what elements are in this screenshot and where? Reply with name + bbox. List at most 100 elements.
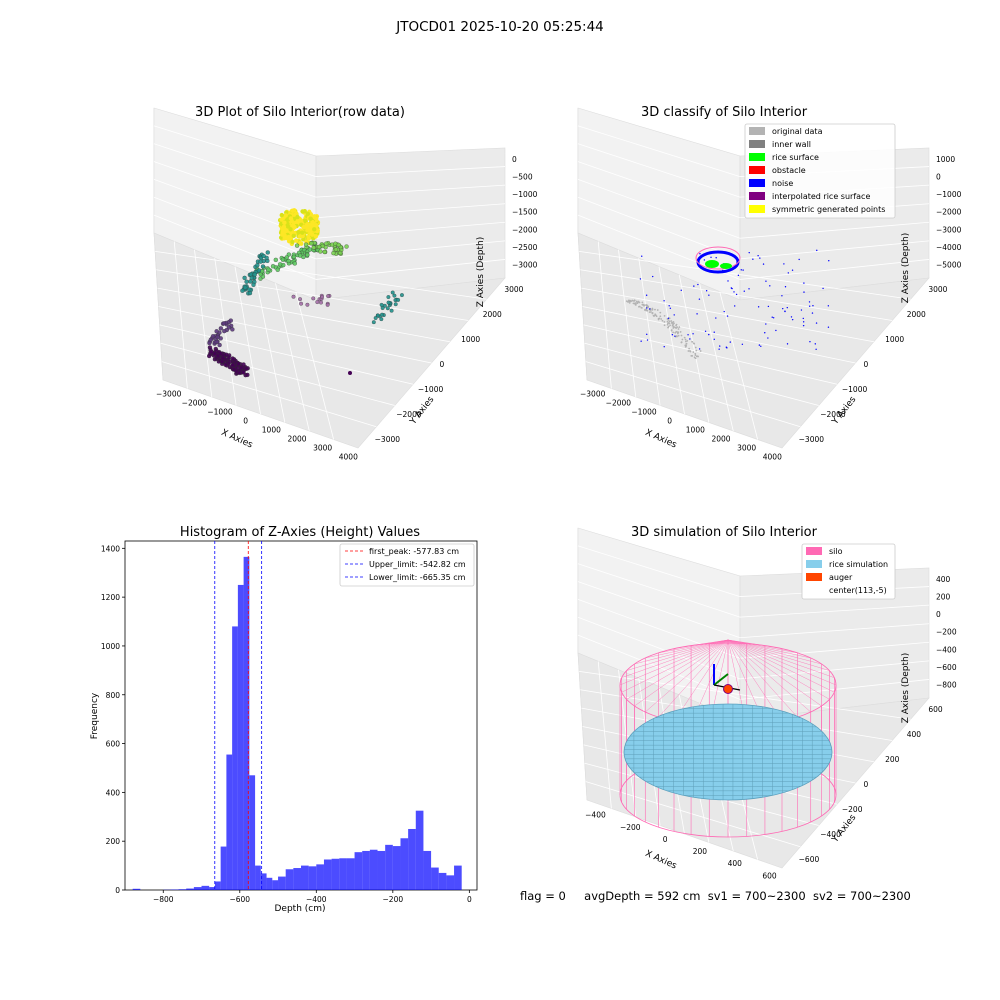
classify-z-tick: −3000 — [936, 225, 962, 234]
raw-point — [386, 300, 391, 305]
panel-raw-data-axes: −3000−2000−100001000200030004000−3000−20… — [153, 107, 538, 461]
raw-z-tick: −500 — [512, 172, 533, 181]
raw-point — [315, 300, 320, 305]
raw-gridline — [159, 324, 414, 385]
original-data-point — [652, 314, 655, 317]
raw-y-tick: 3000 — [504, 285, 523, 294]
noise-point — [729, 341, 732, 343]
raw-gridline — [315, 203, 506, 219]
raw-point — [284, 255, 289, 260]
raw-gridline — [156, 269, 469, 321]
noise-point — [812, 304, 814, 307]
noise-point — [713, 338, 715, 341]
simulation-legend-label: silo — [829, 547, 843, 556]
histogram-bar — [316, 864, 324, 890]
simulation-x-tick: −200 — [620, 823, 641, 832]
panel-classify-zlabel: Z Axies (Depth) — [901, 233, 911, 304]
original-data-point — [663, 320, 666, 323]
noise-point — [639, 278, 642, 280]
histogram-bar — [454, 865, 462, 890]
panel-raw-data-points — [207, 208, 404, 378]
noise-point — [699, 253, 701, 255]
original-data-point — [660, 318, 663, 320]
original-data-point — [663, 314, 666, 317]
rice-surface-patch — [705, 260, 719, 268]
original-data-point — [694, 357, 697, 360]
raw-gridline — [315, 184, 506, 198]
raw-point — [303, 242, 309, 247]
histogram-x-tick: −400 — [306, 895, 327, 904]
raw-gridline — [161, 361, 377, 428]
classify-x-tick: −1000 — [631, 408, 657, 417]
noise-point — [811, 312, 814, 314]
raw-point — [265, 250, 270, 255]
simulation-gridline — [577, 599, 741, 659]
raw-gridline — [254, 274, 286, 423]
noise-point — [704, 330, 707, 333]
raw-x-tick: 1000 — [262, 425, 281, 434]
histogram-legend-frame — [339, 543, 475, 587]
simulation-gridline — [739, 604, 930, 618]
classify-gridline — [579, 250, 911, 300]
noise-point — [802, 324, 805, 327]
raw-point — [299, 301, 304, 306]
noise-point — [703, 259, 706, 261]
silo-roof-wire — [727, 639, 830, 700]
noise-point — [687, 334, 689, 336]
raw-point — [256, 268, 262, 273]
original-data-point — [672, 326, 675, 329]
noise-point — [689, 338, 691, 340]
original-data-point — [643, 304, 645, 307]
raw-z-tick: −2500 — [512, 243, 538, 252]
histogram-y-tick: 0 — [115, 886, 120, 895]
raw-y-tick: −3000 — [375, 435, 401, 444]
histogram-y-tick: 600 — [106, 740, 121, 749]
wall-ring — [695, 246, 741, 270]
original-data-point — [686, 339, 689, 342]
raw-gridline — [153, 196, 317, 260]
classify-x-tick: −3000 — [580, 390, 606, 399]
raw-point — [241, 362, 246, 367]
histogram-axes — [124, 540, 478, 891]
histogram-x-tick: −800 — [153, 895, 174, 904]
raw-point — [223, 362, 228, 367]
noise-point — [808, 305, 811, 307]
noise-point — [725, 346, 728, 348]
histogram-bar — [392, 846, 401, 890]
classify-y-tick: 2000 — [907, 310, 926, 319]
noise-point — [641, 255, 643, 257]
raw-point — [344, 244, 349, 249]
raw-point — [307, 247, 313, 252]
histogram-ylabel: Frequency — [90, 692, 100, 739]
noise-point — [646, 333, 648, 336]
raw-point — [261, 253, 266, 259]
noise-point — [758, 344, 761, 346]
noise-point — [769, 285, 771, 287]
silo-roof-wire — [727, 639, 835, 693]
simulation-z-tick: −400 — [936, 645, 957, 654]
simulation-x-tick: −400 — [585, 811, 606, 820]
noise-point — [731, 287, 733, 290]
classify-x-tick: −2000 — [606, 399, 632, 408]
original-data-point — [699, 350, 702, 352]
noise-point — [705, 290, 708, 292]
simulation-gridline — [577, 545, 741, 597]
raw-gridline — [157, 287, 450, 343]
noise-point — [757, 306, 760, 308]
figure-title: JTOCD01 2025-10-20 05:25:44 — [395, 19, 604, 35]
noise-point — [698, 348, 701, 350]
raw-point — [286, 252, 291, 257]
classify-legend-label: obstacle — [772, 166, 806, 175]
raw-point — [305, 302, 310, 307]
raw-point — [221, 321, 227, 326]
raw-z-tick: −1500 — [512, 208, 538, 217]
raw-point — [313, 223, 319, 228]
noise-point — [741, 343, 744, 346]
original-data-point — [670, 329, 673, 332]
raw-point — [270, 264, 276, 269]
raw-point — [207, 353, 212, 359]
noise-point — [822, 287, 824, 290]
raw-point — [217, 342, 222, 348]
raw-gridline — [194, 249, 213, 398]
histogram-bar — [331, 858, 340, 890]
